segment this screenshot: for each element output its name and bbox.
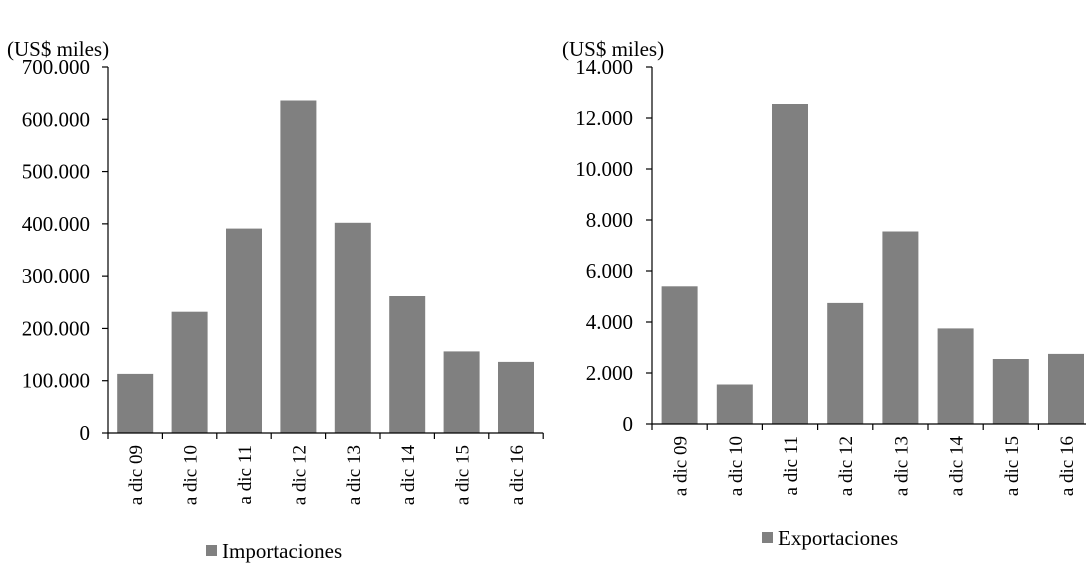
- imports-category-label: a dic 11: [235, 445, 256, 504]
- imports-y-tick-label: 200.000: [22, 316, 90, 340]
- imports-bar: [443, 351, 480, 433]
- exports-chart: (US$ miles) 0 2.000 4.000 6.000 8.000 10.000 1…: [562, 37, 1086, 550]
- exports-category-label: a dic 16: [1057, 436, 1078, 496]
- imports-y-tick-label: 600.000: [22, 107, 90, 131]
- imports-y-tick-label: 500.000: [22, 160, 90, 184]
- imports-y-tick-label: 700.000: [22, 55, 90, 79]
- exports-legend-swatch: [762, 532, 773, 543]
- exports-category-label: a dic 15: [1002, 436, 1023, 496]
- exports-bar: [661, 286, 698, 424]
- exports-y-tick-label: 10.000: [575, 157, 633, 181]
- exports-category-label: a dic 11: [781, 436, 802, 495]
- exports-y-tick-label: 14.000: [575, 55, 633, 79]
- imports-category-label: a dic 16: [507, 445, 528, 505]
- exports-y-tick-label: 2.000: [586, 361, 633, 385]
- exports-y-tick-label: 12.000: [575, 106, 633, 130]
- imports-legend-label: Importaciones: [222, 539, 342, 563]
- exports-y-tick-label: 4.000: [586, 310, 633, 334]
- exports-legend-label: Exportaciones: [778, 526, 898, 550]
- exports-y-tick-label: 6.000: [586, 259, 633, 283]
- imports-category-label: a dic 14: [398, 445, 419, 506]
- imports-category-label: a dic 15: [453, 445, 474, 505]
- exports-y-tick-label: 8.000: [586, 208, 633, 232]
- imports-y-tick-label: 300.000: [22, 264, 90, 288]
- exports-category-label: a dic 09: [671, 436, 692, 496]
- exports-bar: [1048, 353, 1084, 424]
- exports-category-label: a dic 14: [947, 436, 968, 497]
- imports-bar: [280, 100, 317, 433]
- imports-bar: [334, 222, 371, 433]
- imports-bar: [117, 373, 154, 433]
- exports-bar: [882, 231, 919, 424]
- imports-bar: [389, 296, 426, 433]
- exports-bar: [772, 104, 808, 424]
- imports-y-tick-label: 400.000: [22, 212, 90, 236]
- exports-unit-label: (US$ miles): [562, 37, 664, 61]
- imports-category-label: a dic 09: [126, 445, 147, 505]
- imports-category-label: a dic 12: [289, 445, 310, 505]
- imports-bar: [171, 311, 208, 433]
- imports-y-tick-label: 100.000: [22, 369, 90, 393]
- imports-unit-label: (US$ miles): [7, 37, 109, 61]
- exports-category-label: a dic 12: [836, 436, 857, 496]
- exports-bar: [937, 328, 974, 424]
- exports-bar: [992, 359, 1029, 424]
- imports-legend-swatch: [206, 545, 217, 556]
- exports-bar: [827, 302, 864, 424]
- imports-category-label: a dic 10: [181, 445, 202, 505]
- exports-category-label: a dic 13: [891, 436, 912, 496]
- imports-bar: [498, 361, 534, 433]
- exports-y-tick-label: 0: [623, 412, 634, 436]
- imports-bar: [226, 228, 262, 433]
- imports-chart: (US$ miles) 0 100.000 200.000 300.000 400.00…: [7, 37, 544, 563]
- imports-y-tick-label: 0: [80, 421, 91, 445]
- exports-category-label: a dic 10: [726, 436, 747, 496]
- imports-category-label: a dic 13: [344, 445, 365, 505]
- exports-bar: [716, 384, 753, 424]
